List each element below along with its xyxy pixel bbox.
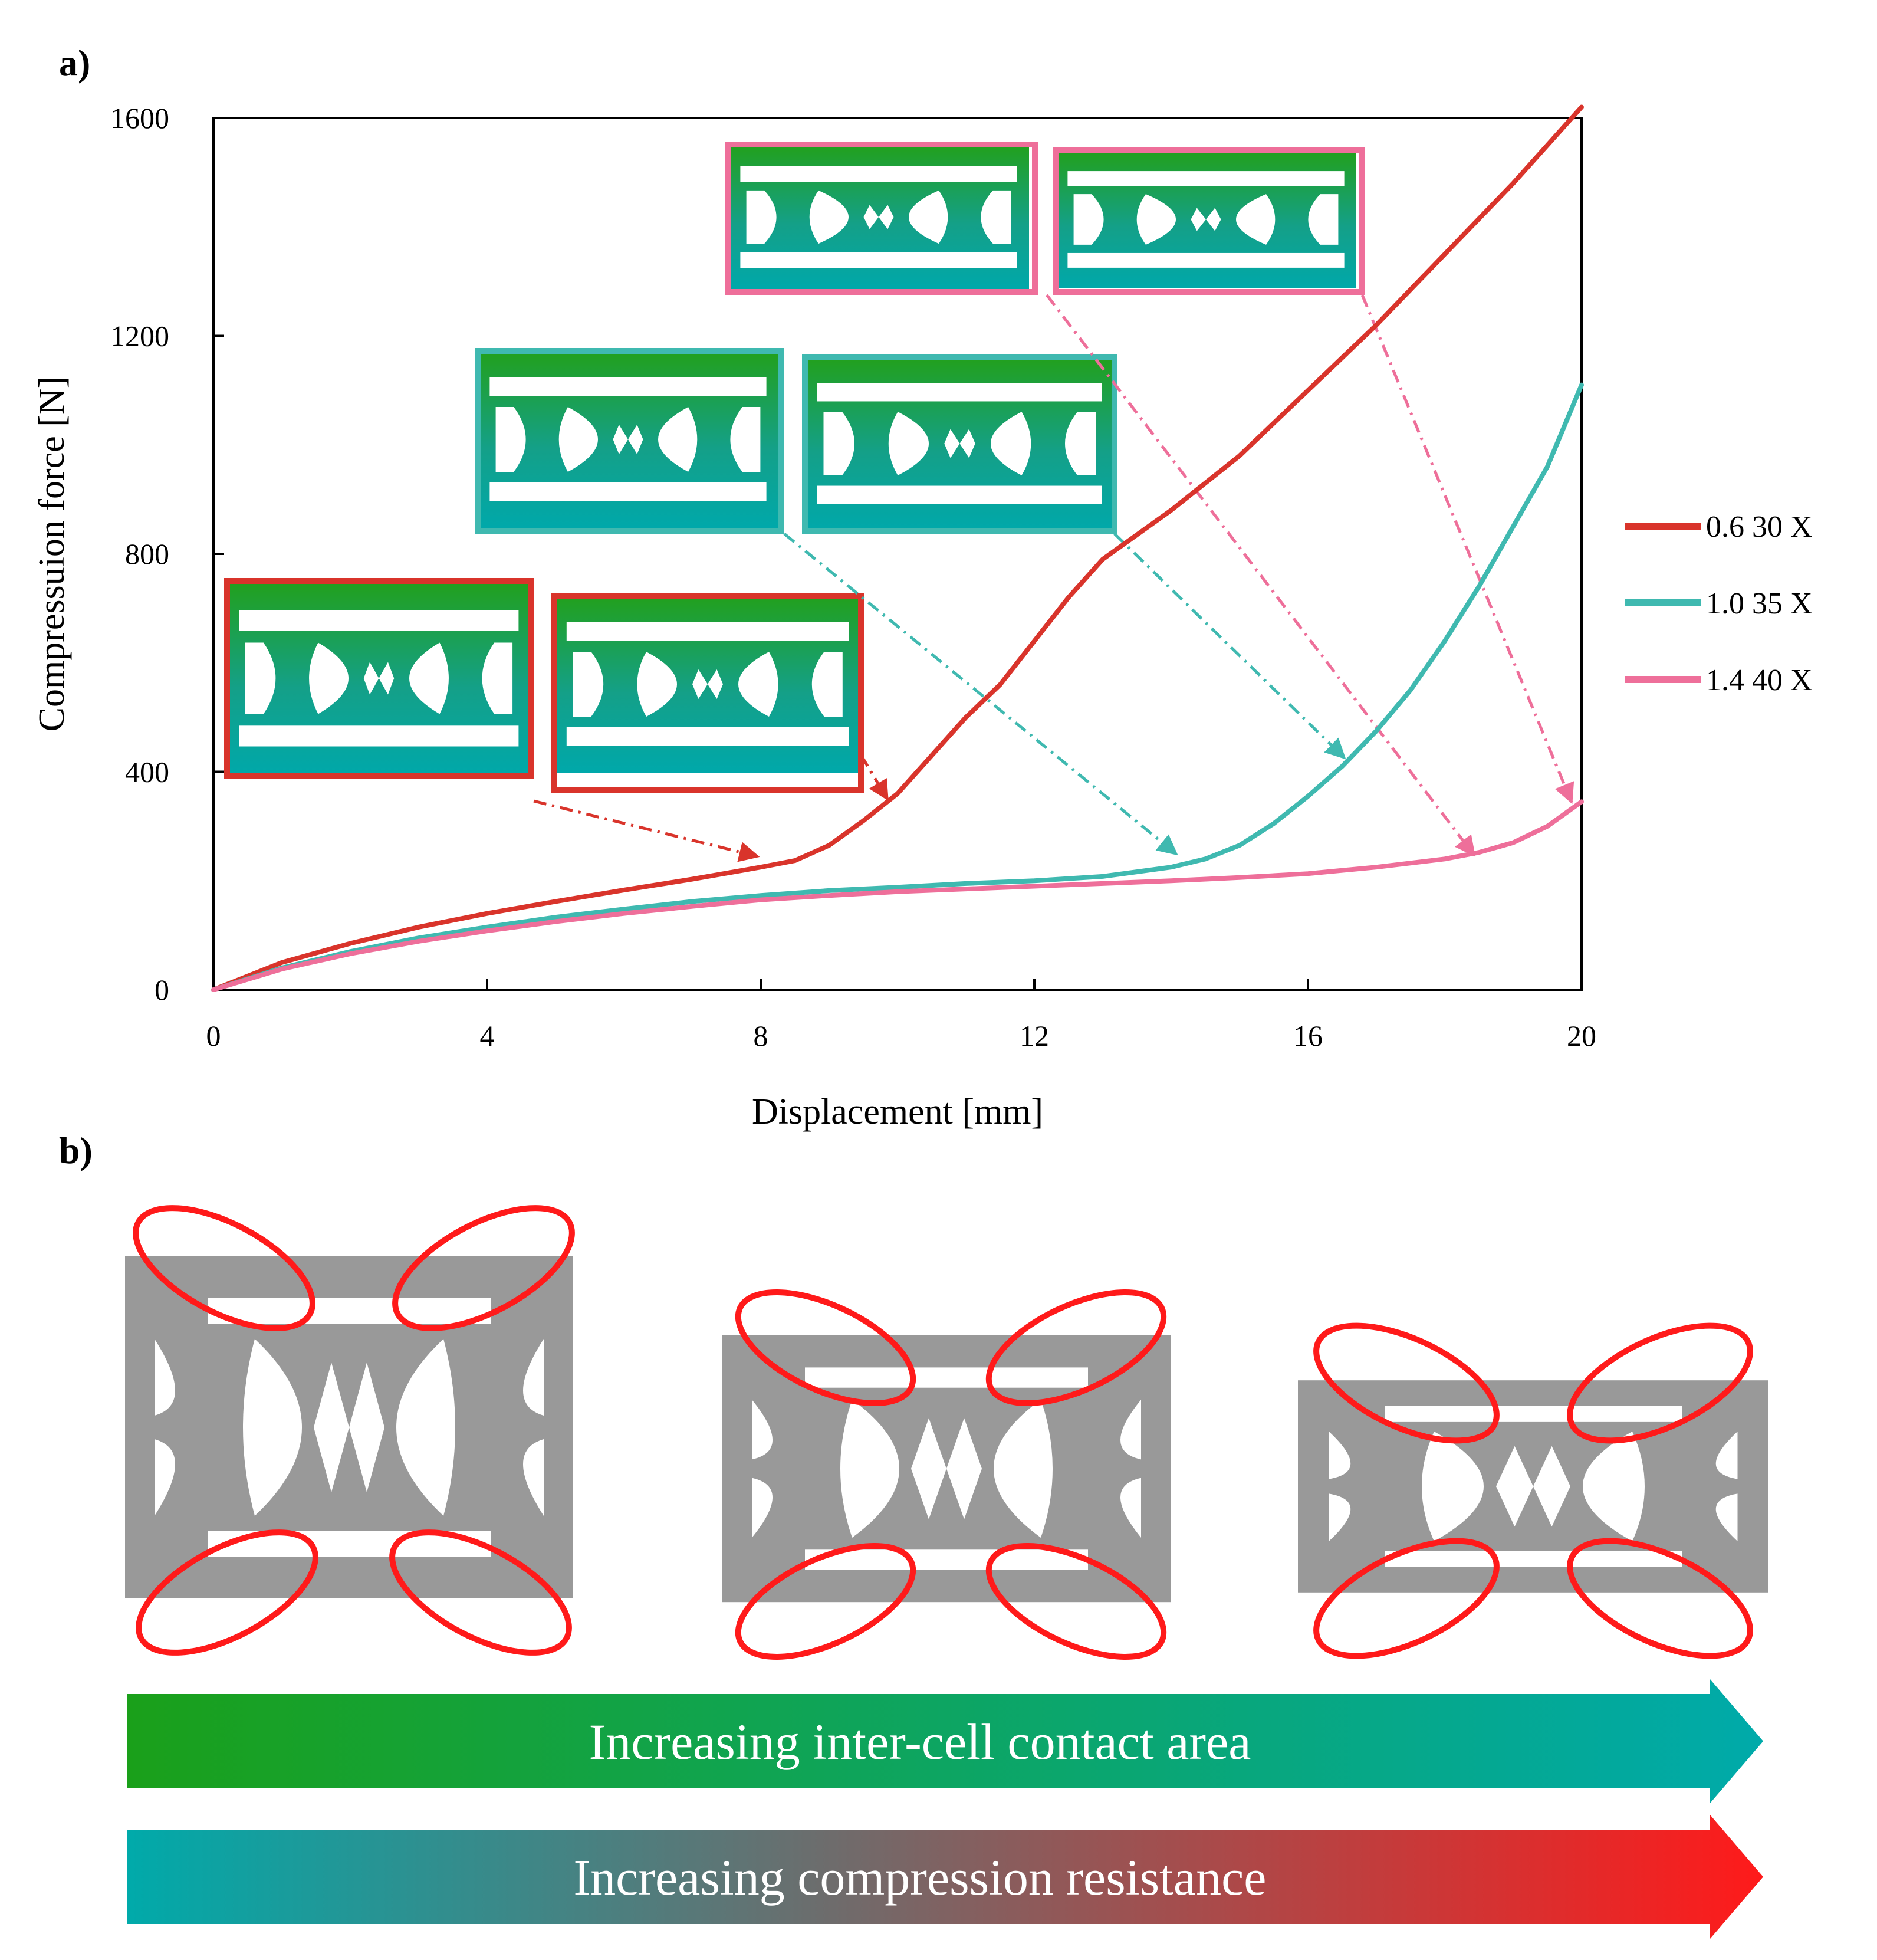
contact-ellipse: [735, 1289, 916, 1406]
contact-ellipse: [985, 1289, 1167, 1406]
arrow-contact-area: Increasing inter-cell contact area: [127, 1679, 1763, 1803]
contact-ellipse: [1567, 1322, 1753, 1444]
line-chart: 0 4 8 12 16 20 0 400 800 1200 1600 Displacement […: [32, 101, 1813, 1132]
contact-ellipse: [1567, 1538, 1753, 1659]
unit-cell-2: [722, 1289, 1171, 1660]
y-axis-ticks: 0 400 800 1200 1600: [110, 101, 224, 1006]
inset-teal-1: [475, 348, 784, 534]
x-axis-ticks: 0 4 8 12 16 20: [206, 979, 1596, 1052]
annotation-arrows: [533, 294, 1574, 862]
y-tick-label: 800: [125, 537, 169, 570]
contact-ellipse: [985, 1543, 1167, 1660]
legend-label-0: 0.6 30 X: [1706, 510, 1813, 544]
y-tick-label: 0: [155, 973, 169, 1006]
arrow-pink-1: [1046, 294, 1476, 857]
contact-ellipse: [136, 1529, 318, 1656]
arrow-red-1: [533, 799, 760, 862]
x-tick-label: 16: [1293, 1019, 1323, 1052]
contact-ellipse: [133, 1205, 315, 1331]
y-tick-label: 400: [125, 756, 169, 789]
unit-cell-3: [1298, 1322, 1768, 1659]
arrow-compression-resistance-label: Increasing compression resistance: [574, 1849, 1267, 1906]
contact-ellipse: [392, 1205, 575, 1331]
legend-label-1: 1.0 35 X: [1706, 587, 1813, 620]
series-lines: [211, 104, 1584, 992]
inset-red-2: [551, 593, 864, 793]
contact-ellipse: [1313, 1538, 1500, 1659]
contact-ellipse: [1313, 1322, 1500, 1444]
arrow-compression-resistance: Increasing compression resistance: [127, 1815, 1763, 1939]
inset-teal-2: [802, 354, 1117, 534]
series-line-2: [211, 799, 1584, 992]
x-tick-label: 4: [480, 1019, 495, 1052]
x-tick-label: 8: [754, 1019, 768, 1052]
contact-ellipse: [389, 1529, 572, 1656]
arrow-pink-2: [1360, 294, 1574, 805]
x-axis-title: Displacement [mm]: [752, 1092, 1043, 1132]
x-tick-label: 20: [1567, 1019, 1596, 1052]
legend: 0.6 30 X 1.0 35 X 1.4 40 X: [1625, 510, 1813, 697]
inset-pink-1: [725, 142, 1038, 295]
panel-label-b: b): [59, 1130, 93, 1171]
x-tick-label: 12: [1020, 1019, 1049, 1052]
arrow-teal-1: [783, 533, 1178, 856]
y-tick-label: 1200: [110, 320, 169, 353]
y-tick-label: 1600: [110, 101, 169, 134]
arrow-red-2: [859, 754, 889, 802]
y-axis-title: Compressuion force [N]: [32, 376, 72, 732]
panel-label-a: a): [59, 42, 90, 84]
inset-red-1: [224, 578, 534, 779]
x-tick-label: 0: [206, 1019, 221, 1052]
unit-cell-1: [125, 1205, 575, 1656]
series-line-0: [211, 104, 1584, 992]
series-line-1: [211, 382, 1584, 992]
arrow-contact-area-label: Increasing inter-cell contact area: [589, 1713, 1251, 1770]
inset-pink-2: [1053, 147, 1365, 295]
legend-label-2: 1.4 40 X: [1706, 664, 1813, 697]
arrow-teal-2: [1113, 533, 1346, 760]
contact-ellipse: [735, 1543, 916, 1660]
